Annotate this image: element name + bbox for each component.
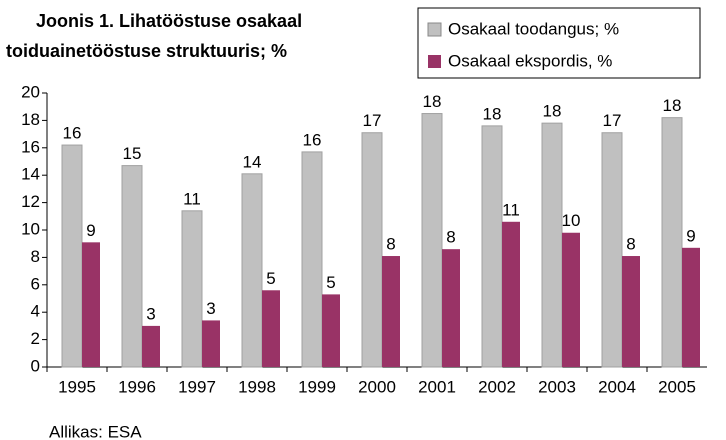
x-tick-label: 1995 [58,377,96,396]
value-label: 16 [63,124,82,143]
value-label: 15 [123,144,142,163]
bar [61,144,83,368]
value-label: 8 [626,235,635,254]
chart-title: Joonis 1. Lihatööstuse osakaal [36,11,302,31]
bar [121,165,143,368]
value-label: 5 [266,269,275,288]
x-tick-label: 2004 [598,377,636,396]
value-label: 11 [502,200,520,219]
y-tick-label: 8 [31,247,40,266]
bar [502,221,520,367]
y-tick-label: 0 [31,356,40,375]
y-tick-label: 16 [21,137,40,156]
value-label: 17 [363,111,382,130]
bar [682,247,700,367]
value-label: 5 [326,273,335,292]
bar [262,290,280,367]
bar [82,242,100,367]
y-tick-label: 4 [31,302,40,321]
value-label: 10 [562,211,581,230]
value-label: 14 [243,152,262,171]
x-tick-label: 1999 [298,377,336,396]
value-label: 17 [603,111,622,130]
bar [382,256,400,367]
y-tick-label: 2 [31,329,40,348]
legend-label: Osakaal toodangus; % [448,19,619,38]
value-label: 8 [446,228,455,247]
value-label: 18 [423,92,442,111]
bar [541,122,563,368]
bar [442,249,460,367]
x-tick-label: 1996 [118,377,156,396]
value-label: 8 [386,235,395,254]
value-label: 9 [686,226,695,245]
x-tick-label: 2005 [658,377,696,396]
x-tick-label: 1997 [178,377,216,396]
bar [601,132,623,368]
y-tick-label: 20 [21,82,40,101]
value-label: 18 [543,102,562,121]
bar [241,173,263,368]
source: Allikas: ESA [49,422,142,440]
legend-swatch [427,22,442,37]
y-tick-label: 14 [21,165,40,184]
x-tick-label: 2001 [418,377,456,396]
y-tick-label: 10 [21,219,40,238]
bar [301,151,323,368]
bar [562,232,580,367]
bar [661,117,683,368]
legend-swatch [428,55,441,68]
bar [421,113,443,368]
bar [142,325,160,367]
value-label: 16 [303,130,322,149]
value-label: 18 [663,96,682,115]
bar [202,320,220,367]
value-label: 9 [86,221,95,240]
value-label: 3 [146,304,155,323]
x-tick-label: 2002 [478,377,516,396]
x-tick-label: 1998 [238,377,276,396]
bar [322,294,340,367]
bar [481,125,503,368]
y-tick-label: 6 [31,274,40,293]
bar [622,256,640,367]
value-label: 3 [206,299,215,318]
x-tick-label: 2000 [358,377,396,396]
y-tick-label: 12 [21,192,40,211]
value-label: 18 [483,104,502,123]
y-tick-label: 18 [21,110,40,129]
x-tick-label: 2003 [538,377,576,396]
legend-box [417,7,701,79]
legend-label: Osakaal ekspordis, % [448,51,612,70]
value-label: 11 [183,189,201,208]
bar [181,210,203,368]
bar [361,132,383,368]
chart-title: toiduainetööstuse struktuuris; % [6,41,287,61]
